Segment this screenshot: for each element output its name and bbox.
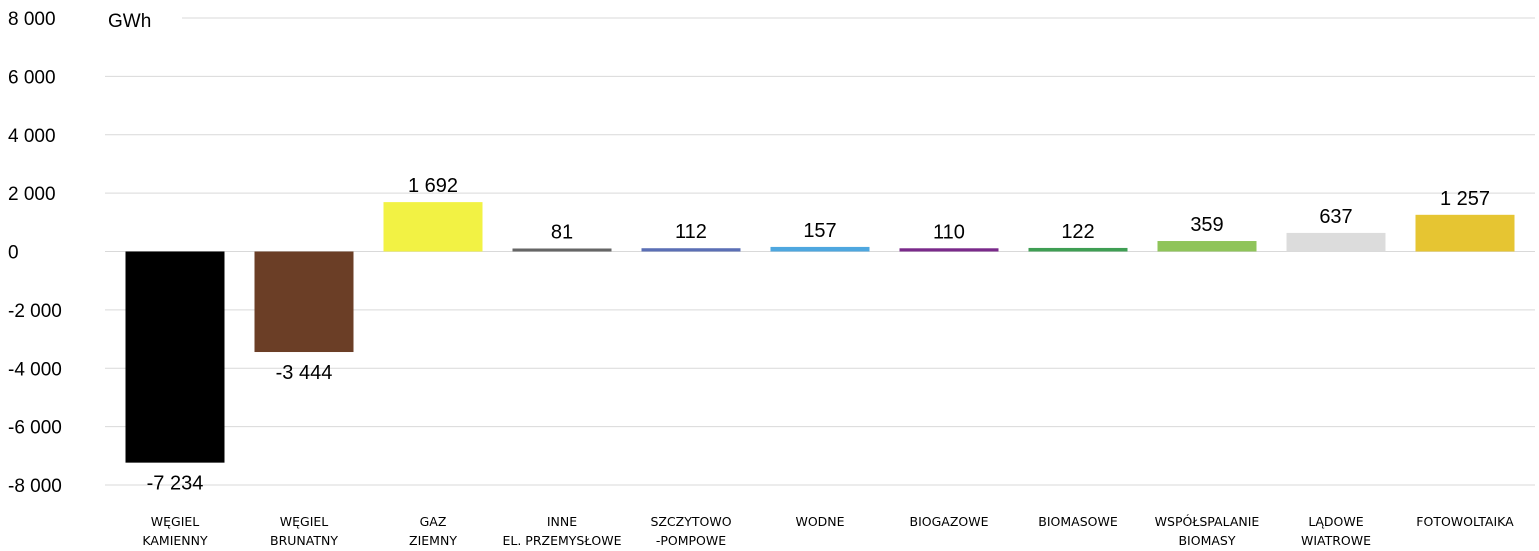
data-label: 110	[933, 221, 965, 243]
x-tick-label: GAZ	[420, 514, 447, 529]
y-tick-label: 4 000	[8, 126, 56, 147]
bar	[383, 202, 483, 252]
bar	[1415, 214, 1515, 252]
x-axis: WĘGIEL KAMIENNY WĘGIEL BRUNATNY GAZ ZIEMNY INN…	[142, 514, 1514, 548]
x-tick-label: EL. PRZEMYSŁOWE	[503, 533, 622, 548]
y-axis: 8 000 6 000 4 000 2 000 0 -2 000 -4 000 -6 000 -…	[8, 9, 62, 497]
bar	[1286, 232, 1386, 252]
x-tick-label: WODNE	[795, 514, 844, 529]
bars	[125, 202, 1515, 463]
unit-label: GWh	[108, 11, 151, 32]
x-tick-label: -POMPOWE	[656, 533, 726, 548]
x-tick-label: ZIEMNY	[409, 533, 457, 548]
bar	[1157, 241, 1257, 252]
data-label: 112	[675, 221, 707, 243]
bar	[899, 248, 999, 252]
bar	[512, 248, 612, 252]
x-tick-label: LĄDOWE	[1308, 514, 1363, 529]
data-label: 1 692	[408, 175, 458, 197]
y-tick-label: -2 000	[8, 301, 62, 322]
x-tick-label: BIOMASY	[1178, 533, 1235, 548]
x-tick-label: WĘGIEL	[151, 514, 200, 529]
x-tick-label: INNE	[547, 514, 577, 529]
x-tick-label: BRUNATNY	[270, 533, 338, 548]
y-tick-label: 6 000	[8, 67, 56, 88]
bar	[254, 251, 354, 353]
y-tick-label: -8 000	[8, 476, 62, 497]
data-labels: -7 234 -3 444 1 692 81 112 157 110 122 359 637 1 2…	[147, 175, 1490, 495]
bar	[770, 246, 870, 252]
x-tick-label: WIATROWE	[1301, 533, 1371, 548]
x-tick-label: WSPÓŁSPALANIE	[1155, 514, 1260, 529]
data-label: 637	[1319, 206, 1352, 228]
x-tick-label: FOTOWOLTAIKA	[1416, 514, 1514, 529]
data-label: 81	[551, 222, 573, 244]
x-tick-label: BIOGAZOWE	[910, 514, 989, 529]
data-label: 157	[803, 220, 836, 242]
data-label: -3 444	[276, 362, 333, 384]
x-tick-label: KAMIENNY	[142, 533, 208, 548]
bar	[125, 251, 225, 463]
bar	[1028, 247, 1128, 252]
data-label: 1 257	[1440, 188, 1490, 210]
data-label: -7 234	[147, 473, 204, 495]
data-label: 122	[1061, 221, 1094, 243]
x-tick-label: WĘGIEL	[280, 514, 329, 529]
x-tick-label: SZCZYTOWO	[650, 514, 731, 529]
y-tick-label: 2 000	[8, 184, 56, 205]
y-tick-label: 8 000	[8, 9, 56, 30]
y-tick-label: 0	[8, 243, 19, 264]
bar	[641, 248, 741, 252]
data-label: 359	[1190, 214, 1223, 236]
y-tick-label: -4 000	[8, 359, 62, 380]
y-tick-label: -6 000	[8, 418, 62, 439]
x-tick-label: BIOMASOWE	[1038, 514, 1118, 529]
